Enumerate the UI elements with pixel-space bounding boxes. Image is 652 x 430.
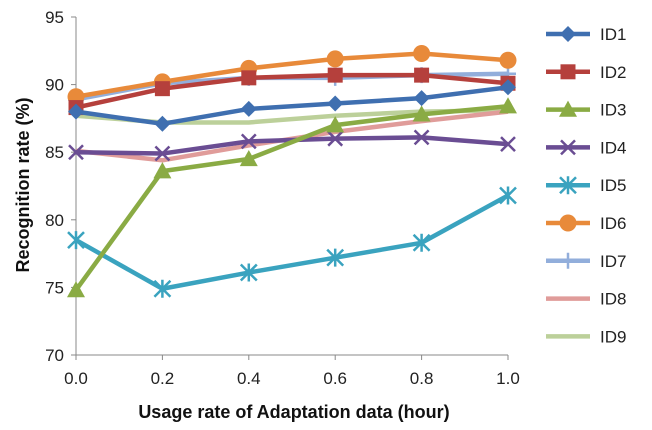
legend-item-id9: ID9 [546,327,626,346]
legend-label: ID5 [600,176,626,195]
y-tick-label: 70 [45,346,64,365]
data-point-id6 [326,50,344,68]
legend-item-id7: ID7 [546,252,626,271]
series-line-id2 [75,72,509,110]
data-point-id1 [327,95,344,112]
data-point-id1 [500,79,516,96]
data-point-id3 [67,281,85,298]
series-line-id5 [74,193,510,292]
legend-marker [559,100,577,117]
data-point-id2 [241,70,257,86]
series-layer [67,45,517,298]
legend-label: ID8 [600,290,626,309]
y-tick-label: 75 [45,278,64,297]
legend-item-id3: ID3 [546,100,626,120]
data-point-id5 [412,233,431,252]
legend-item-id6: ID6 [546,214,626,233]
legend-marker [560,64,576,80]
data-point-id5 [326,248,345,267]
series-id5 [67,186,517,298]
series-id6 [67,45,517,106]
x-tick-label: 0.0 [64,369,88,388]
data-point-id6 [413,45,431,63]
x-tick-label: 0.6 [323,369,347,388]
data-point-id4 [68,144,84,161]
x-tick-label: 0.4 [237,369,261,388]
y-tick-label: 85 [45,143,64,162]
data-point-id1 [413,90,430,107]
legend-item-id2: ID2 [546,63,626,82]
x-tick-label: 0.2 [151,369,175,388]
legend-label: ID9 [600,327,626,346]
legend-item-id1: ID1 [546,25,626,44]
legend-item-id5: ID5 [546,176,626,195]
data-point-id3 [239,149,258,167]
data-point-id4 [240,133,257,150]
data-point-id2 [154,81,170,97]
legend-label: ID3 [600,101,626,120]
legend-item-id8: ID8 [546,290,626,309]
series-line-id1 [75,85,509,127]
series-line-id3 [74,103,509,292]
legend-marker [559,214,577,232]
series-id1 [68,79,516,132]
x-axis-title: Usage rate of Adaptation data (hour) [138,402,449,422]
legend-label: ID6 [600,214,626,233]
y-tick-label: 80 [45,211,64,230]
series-id3 [67,97,517,298]
legend-marker [560,26,576,42]
legend-marker [559,176,577,195]
data-point-id5 [499,186,517,205]
data-point-id3 [153,162,172,179]
data-point-id3 [499,97,517,114]
data-point-id4 [500,136,516,152]
data-point-id1 [68,103,84,120]
legend-marker [560,252,576,269]
x-tick-label: 1.0 [496,369,520,388]
data-point-id3 [412,105,431,122]
data-point-id5 [153,279,172,298]
data-point-id3 [326,116,345,133]
y-axis-title: Recognition rate (%) [13,97,33,272]
axes: 70 75 80 85 90 95 0.0 0.2 0.4 0.6 0.8 1.0 [45,8,520,388]
legend-label: ID7 [600,252,626,271]
data-point-id4 [327,130,344,147]
data-point-id4 [413,129,430,146]
data-point-id5 [67,231,85,250]
legend-marker [560,139,576,156]
y-tick-label: 90 [45,76,64,95]
legend-label: ID4 [600,138,626,157]
x-tick-label: 0.8 [410,369,434,388]
data-point-id2 [327,67,343,83]
data-point-id1 [154,115,171,132]
data-point-id6 [499,51,517,69]
legend-item-id4: ID4 [546,138,626,157]
series-line-id6 [75,51,509,99]
data-point-id5 [239,263,258,282]
y-tick-label: 95 [45,8,64,27]
data-point-id1 [240,100,257,117]
legend-label: ID1 [600,25,626,44]
legend-label: ID2 [600,63,626,82]
data-point-id2 [414,67,430,83]
data-point-id4 [154,145,171,162]
legend: ID1 ID2 ID3 ID4 ID5 ID6 ID7 ID8 ID9 [546,25,626,346]
